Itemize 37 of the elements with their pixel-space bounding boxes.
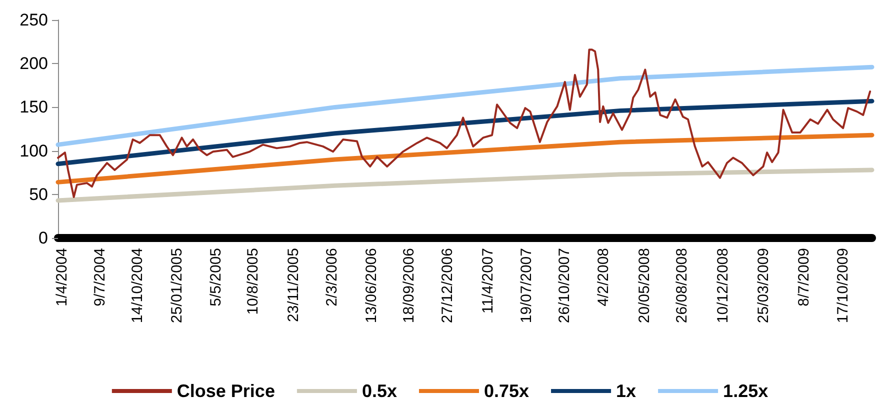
x-tick-label: 4/2/2008 [594,248,612,306]
x-tick-label: 10/12/2008 [714,248,732,324]
legend-label: 0.5x [362,381,397,401]
line-series [56,98,874,166]
y-tick-label: 250 [20,10,48,30]
x-tick-label: 8/7/2009 [796,248,813,306]
x-tick-label: 18/09/2006 [400,248,418,324]
x-tick-label: 10/8/2005 [244,248,262,315]
x-tick-label: 26/08/2008 [674,248,691,324]
line-series [56,168,874,203]
x-tick-label: 25/01/2005 [168,248,186,324]
legend-label: 1x [616,381,636,401]
x-tick-label: 17/10/2009 [834,248,852,324]
x-tick-label: 20/05/2008 [636,248,653,324]
x-tick-label: 14/10/2004 [128,248,146,324]
legend-label: 0.75x [484,381,530,401]
x-tick-label: 9/7/2004 [92,248,109,306]
y-tick-label: 50 [29,184,48,204]
legend-label: Close Price [176,381,275,401]
line-series [56,64,874,147]
x-tick-label: 1/4/2004 [53,248,70,306]
y-tick-label: 100 [20,141,48,160]
x-tick-label: 2/3/2006 [323,248,340,306]
x-tick-label: 27/12/2006 [439,248,456,324]
x-tick-label: 19/07/2007 [518,248,535,324]
line-series [56,132,874,184]
x-tick-label: 23/11/2005 [285,248,302,322]
y-tick-label: 200 [20,54,48,74]
x-tick-label: 13/06/2006 [363,248,380,324]
legend-label: 1.25x [723,381,768,401]
x-tick-label: 11/4/2007 [480,248,497,314]
line-series [57,48,872,198]
x-tick-label: 26/10/2007 [556,248,574,324]
x-tick-label: 5/5/2005 [207,248,224,306]
y-tick-label: 0 [38,228,48,248]
y-tick-label: 150 [20,98,48,117]
x-tick-label: 25/03/2009 [755,248,772,324]
